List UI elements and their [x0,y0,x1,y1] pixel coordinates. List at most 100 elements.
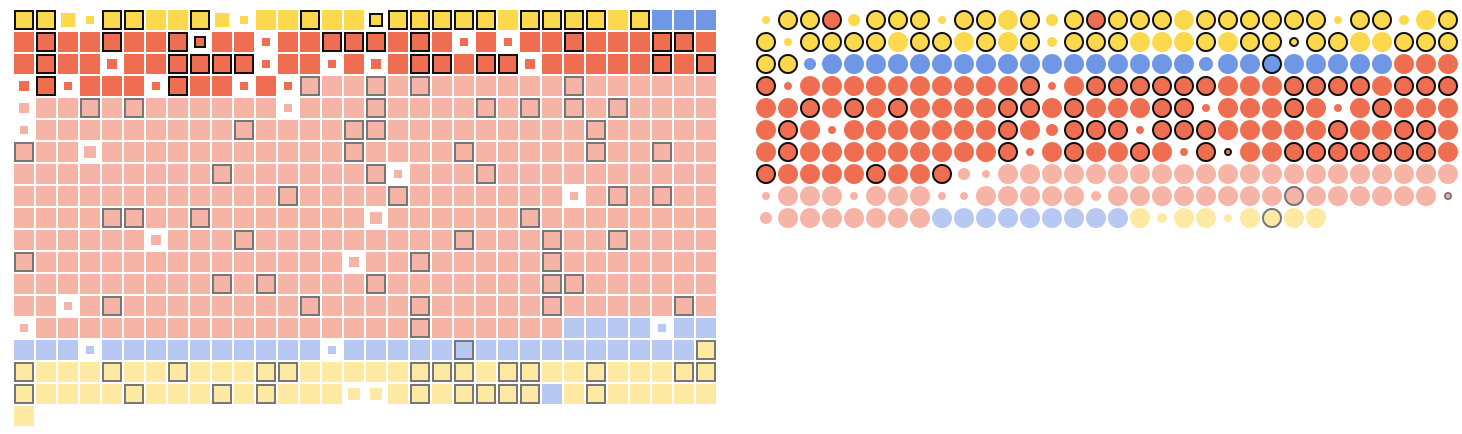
unit-square [388,32,408,52]
unit-circle [1240,76,1260,96]
unit-circle [1438,10,1458,30]
unit-circle [1048,82,1056,90]
unit-square [234,384,254,404]
unit-square [696,318,716,338]
unit-square [674,362,694,382]
unit-square [190,186,210,206]
unit-square [564,142,584,162]
unit-circle [1064,54,1084,74]
unit-circle [1047,37,1057,47]
unit-circle [800,76,820,96]
unit-square [234,98,254,118]
unit-square [696,142,716,162]
unit-square [234,230,254,250]
unit-square [652,208,672,228]
unit-square [476,10,496,30]
unit-circle [910,98,930,118]
unit-square [190,54,210,74]
unit-circle [1020,186,1040,206]
unit-square [410,10,430,30]
unit-square [454,384,474,404]
unit-circle [866,32,886,52]
unit-square [608,142,628,162]
unit-square [14,340,34,360]
unit-square [58,32,78,52]
unit-square [498,208,518,228]
unit-square [14,142,34,162]
unit-circle [1218,76,1238,96]
unit-circle [1218,32,1238,52]
unit-square [410,98,430,118]
unit-circle [1416,76,1436,96]
unit-square [190,252,210,272]
unit-circle [1136,126,1144,134]
unit-circle [1262,208,1282,228]
unit-square [608,230,628,250]
unit-circle [982,170,990,178]
unit-circle [1108,186,1128,206]
unit-square [80,98,100,118]
unit-square [520,252,540,272]
unit-square [410,362,430,382]
unit-circle [1284,142,1304,162]
unit-square [168,208,188,228]
unit-square [542,362,562,382]
unit-circle [976,10,996,30]
unit-square [410,120,430,140]
unit-circle [844,32,864,52]
unit-circle [954,76,974,96]
unit-circle [1042,98,1062,118]
unit-square [674,142,694,162]
unit-square [344,362,364,382]
unit-square [542,54,562,74]
unit-square [234,318,254,338]
unit-square [278,230,298,250]
unit-square [240,16,248,24]
unit-square [476,296,496,316]
unit-square [652,142,672,162]
unit-square [322,186,342,206]
unit-circle [938,192,946,200]
unit-circle [1284,164,1304,184]
unit-square [278,142,298,162]
unit-square [234,54,254,74]
unit-square [432,98,452,118]
unit-circle [756,120,776,140]
unit-square [432,384,452,404]
unit-circle [1086,32,1106,52]
unit-square [520,296,540,316]
unit-square [80,164,100,184]
unit-circle [1350,98,1370,118]
unit-circle [1130,186,1150,206]
unit-circle [1394,142,1414,162]
unit-circle [1284,186,1304,206]
unit-circle [1108,98,1128,118]
unit-square [212,296,232,316]
unit-circle [1064,32,1084,52]
unit-circle [1438,54,1458,74]
unit-square [58,362,78,382]
unit-square [86,346,94,354]
unit-circle [1262,10,1282,30]
unit-circle [1372,164,1392,184]
unit-square [476,318,496,338]
unit-square [454,142,474,162]
unit-square [322,384,342,404]
unit-square [146,252,166,272]
unit-square [14,296,34,316]
unit-square [256,362,276,382]
unit-circle [1284,76,1304,96]
unit-square [696,186,716,206]
unit-square [168,142,188,162]
unit-square [256,208,276,228]
unit-square [370,212,382,224]
unit-square [328,60,336,68]
unit-square [388,296,408,316]
unit-square [322,252,342,272]
unit-circle [1152,10,1172,30]
unit-circle [1108,208,1128,228]
unit-circle [1196,142,1216,162]
unit-circle [1284,208,1304,228]
unit-square [630,164,650,184]
unit-square [388,10,408,30]
